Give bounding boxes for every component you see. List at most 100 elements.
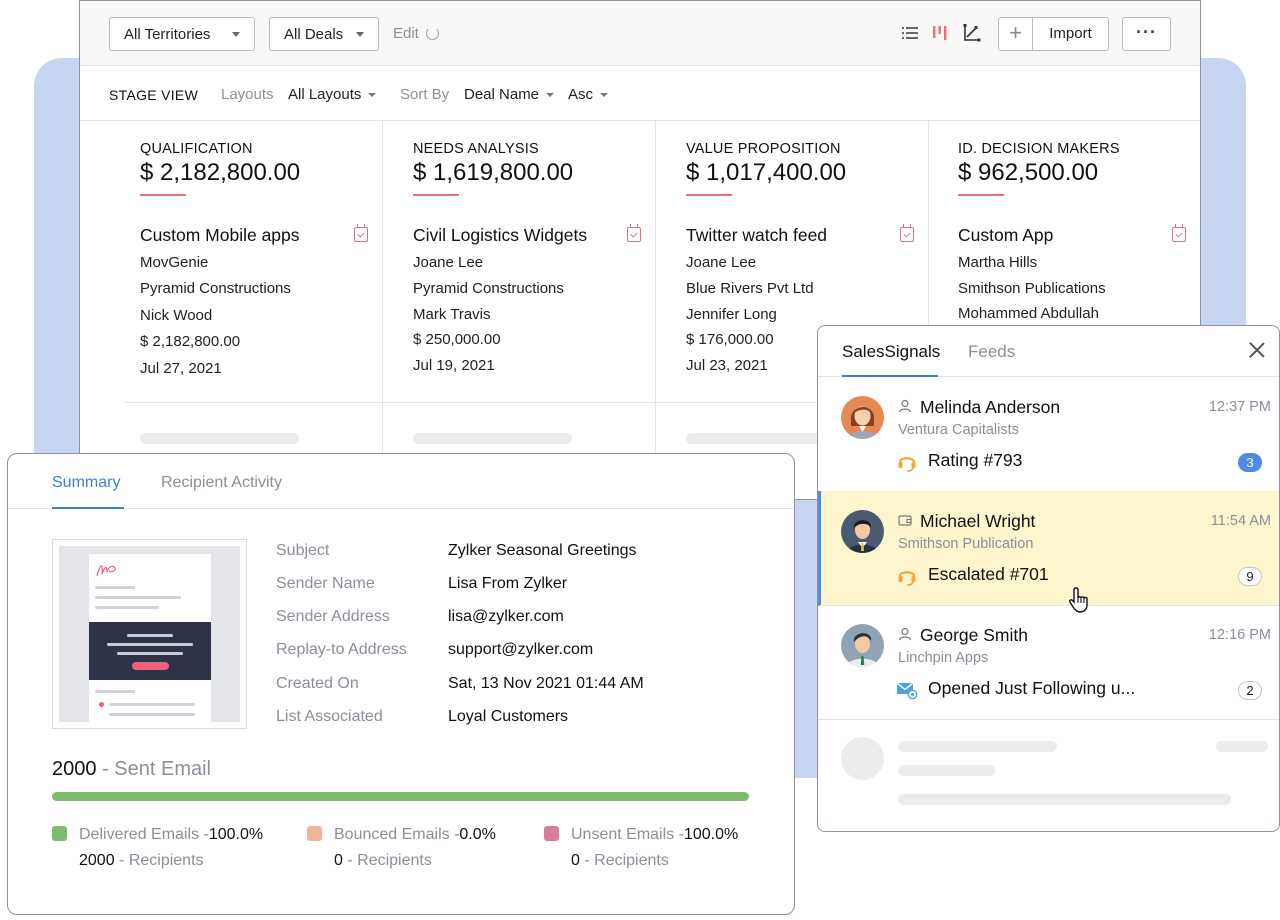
recipient-label: - Recipients bbox=[584, 852, 669, 869]
deal-company: Pyramid Constructions bbox=[140, 280, 291, 297]
summary-tabs: Summary Recipient Activity bbox=[8, 454, 794, 509]
more-options-button[interactable]: ··· bbox=[1122, 17, 1171, 51]
signal-message[interactable]: Opened Just Following u... bbox=[928, 678, 1136, 698]
stage-underline bbox=[140, 194, 186, 196]
deal-title[interactable]: Twitter watch feed bbox=[686, 225, 828, 245]
toolbar: All Territories All Deals Edit + Import … bbox=[80, 1, 1200, 66]
legend-swatch-unsent bbox=[544, 826, 559, 841]
stage-amount: $ 1,017,400.00 bbox=[686, 159, 847, 186]
signal-item[interactable]: Melinda Anderson 12:37 PM Ventura Capita… bbox=[818, 377, 1279, 492]
territory-dropdown[interactable]: All Territories bbox=[109, 17, 255, 51]
signature-logo-icon bbox=[96, 565, 116, 577]
deal-account: Joane Lee bbox=[686, 254, 757, 271]
calendar-check-icon[interactable] bbox=[627, 224, 641, 242]
signal-time: 12:16 PM bbox=[1208, 627, 1271, 643]
tab-summary[interactable]: Summary bbox=[52, 474, 121, 491]
deals-filter-dropdown[interactable]: All Deals bbox=[269, 17, 379, 51]
campaign-summary-window: Summary Recipient Activity bbox=[7, 453, 795, 915]
signal-time: 12:37 PM bbox=[1208, 399, 1271, 415]
signal-count-badge: 9 bbox=[1238, 567, 1262, 586]
signal-message[interactable]: Escalated #701 bbox=[928, 564, 1049, 584]
support-headset-icon bbox=[898, 571, 916, 586]
support-headset-icon bbox=[898, 457, 916, 472]
recipient-label: - Recipients bbox=[119, 852, 204, 869]
preview-text-line bbox=[95, 690, 135, 693]
signal-item[interactable]: George Smith 12:16 PM Linchpin Apps Open… bbox=[818, 605, 1279, 720]
legend-label: Unsent Emails - bbox=[571, 826, 684, 843]
sortby-dropdown[interactable]: Deal Name bbox=[464, 86, 555, 103]
row-divider bbox=[125, 402, 1200, 403]
close-icon[interactable] bbox=[1249, 342, 1265, 358]
chevron-down-icon bbox=[368, 92, 377, 97]
layouts-dropdown[interactable]: All Layouts bbox=[288, 86, 377, 103]
field-value: Zylker Seasonal Greetings bbox=[448, 542, 637, 559]
deal-company: Pyramid Constructions bbox=[413, 280, 564, 297]
add-button[interactable]: + bbox=[998, 17, 1032, 51]
stage-underline bbox=[413, 194, 459, 196]
preview-paper bbox=[89, 554, 211, 722]
stage-column: VALUE PROPOSITION $ 1,017,400.00 Twitter… bbox=[656, 121, 929, 499]
email-preview-thumbnail[interactable] bbox=[52, 539, 247, 729]
legend-label: Delivered Emails - bbox=[79, 826, 209, 843]
recipients-delivered: 2000 - Recipients bbox=[79, 852, 204, 870]
field-label: Sender Name bbox=[276, 575, 375, 592]
preview-background bbox=[59, 546, 240, 722]
field-label: Created On bbox=[276, 675, 359, 692]
calendar-check-icon[interactable] bbox=[1172, 224, 1186, 242]
list-view-icon[interactable] bbox=[900, 23, 920, 43]
stage-underline bbox=[958, 194, 1004, 196]
signal-company: Ventura Capitalists bbox=[898, 422, 1019, 438]
stage-name: ID. DECISION MAKERS bbox=[958, 141, 1120, 157]
chevron-down-icon bbox=[356, 31, 364, 37]
signal-company: Linchpin Apps bbox=[898, 650, 989, 666]
recipients-bounced: 0 - Recipients bbox=[334, 852, 432, 870]
signal-message[interactable]: Rating #793 bbox=[928, 450, 1023, 470]
avatar bbox=[841, 396, 884, 439]
deal-title[interactable]: Custom App bbox=[958, 225, 1054, 245]
preview-bullet bbox=[99, 702, 104, 707]
tab-recipient-activity[interactable]: Recipient Activity bbox=[161, 474, 282, 491]
stage-name: VALUE PROPOSITION bbox=[686, 141, 841, 157]
calendar-check-icon[interactable] bbox=[354, 224, 368, 242]
legend-delivered: Delivered Emails -100.0% bbox=[79, 826, 263, 844]
deal-amount: $ 2,182,800.00 bbox=[140, 333, 241, 350]
deal-account: MovGenie bbox=[140, 254, 209, 271]
sortby-value: Deal Name bbox=[464, 86, 540, 103]
stage-board: QUALIFICATION $ 2,182,800.00 Custom Mobi… bbox=[80, 121, 1200, 499]
layouts-value: All Layouts bbox=[288, 86, 362, 103]
wallet-icon bbox=[898, 515, 912, 526]
skeleton-placeholder bbox=[140, 433, 299, 444]
skeleton-placeholder bbox=[898, 794, 1231, 805]
legend-swatch-bounced bbox=[307, 826, 322, 841]
signal-contact-name[interactable]: Melinda Anderson bbox=[920, 397, 1061, 417]
deal-title[interactable]: Custom Mobile apps bbox=[140, 225, 300, 245]
recipient-count: 0 bbox=[571, 852, 580, 869]
layouts-label: Layouts bbox=[221, 86, 274, 103]
import-button[interactable]: Import bbox=[1032, 17, 1109, 51]
preview-text-line bbox=[109, 703, 195, 706]
chevron-down-icon bbox=[232, 31, 240, 37]
stage-amount: $ 2,182,800.00 bbox=[140, 159, 301, 186]
preview-text-line bbox=[95, 606, 159, 609]
signal-contact-name[interactable]: Michael Wright bbox=[920, 511, 1036, 531]
deal-account: Martha Hills bbox=[958, 254, 1038, 271]
field-label: Replay-to Address bbox=[276, 641, 407, 658]
tab-salessignals[interactable]: SalesSignals bbox=[842, 342, 941, 361]
email-opened-icon bbox=[896, 682, 918, 700]
stage-amount: $ 962,500.00 bbox=[958, 159, 1099, 186]
tab-feeds[interactable]: Feeds bbox=[968, 342, 1016, 361]
order-dropdown[interactable]: Asc bbox=[568, 86, 609, 103]
calendar-check-icon[interactable] bbox=[900, 224, 914, 242]
signal-contact-name[interactable]: George Smith bbox=[920, 625, 1028, 645]
loading-icon bbox=[425, 27, 439, 40]
edit-button[interactable]: Edit bbox=[393, 25, 439, 42]
preview-banner bbox=[89, 622, 211, 680]
field-label: Sender Address bbox=[276, 608, 390, 625]
kanban-view-icon[interactable] bbox=[930, 23, 950, 43]
preview-text-line bbox=[95, 586, 135, 589]
chart-view-icon[interactable] bbox=[962, 23, 982, 43]
territory-dropdown-label: All Territories bbox=[124, 25, 211, 43]
signal-item[interactable]: Michael Wright 11:54 AM Smithson Publica… bbox=[818, 491, 1279, 613]
deal-title[interactable]: Civil Logistics Widgets bbox=[413, 225, 588, 245]
recipient-count: 2000 bbox=[79, 852, 115, 869]
